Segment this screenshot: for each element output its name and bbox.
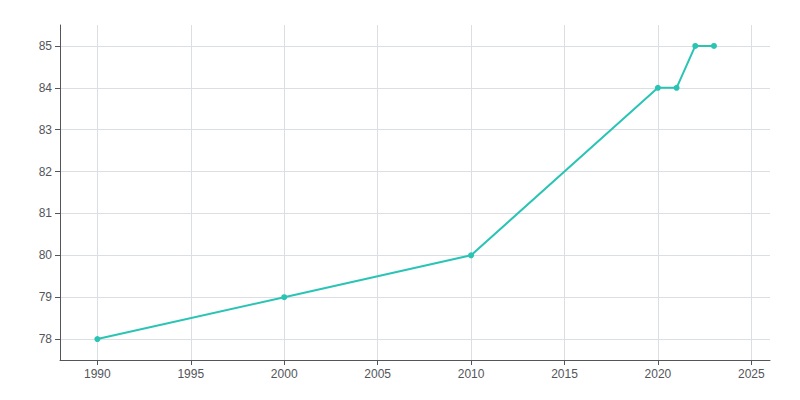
svg-text:81: 81 bbox=[39, 206, 53, 220]
svg-text:1995: 1995 bbox=[177, 367, 204, 381]
svg-text:1990: 1990 bbox=[84, 367, 111, 381]
svg-text:83: 83 bbox=[39, 123, 53, 137]
svg-text:2000: 2000 bbox=[271, 367, 298, 381]
svg-text:80: 80 bbox=[39, 248, 53, 262]
svg-text:79: 79 bbox=[39, 290, 53, 304]
svg-text:85: 85 bbox=[39, 39, 53, 53]
svg-text:2025: 2025 bbox=[738, 367, 765, 381]
svg-text:2020: 2020 bbox=[645, 367, 672, 381]
svg-text:2005: 2005 bbox=[364, 367, 391, 381]
svg-text:84: 84 bbox=[39, 81, 53, 95]
svg-text:82: 82 bbox=[39, 165, 53, 179]
svg-text:2010: 2010 bbox=[458, 367, 485, 381]
svg-text:2015: 2015 bbox=[551, 367, 578, 381]
svg-text:78: 78 bbox=[39, 332, 53, 346]
